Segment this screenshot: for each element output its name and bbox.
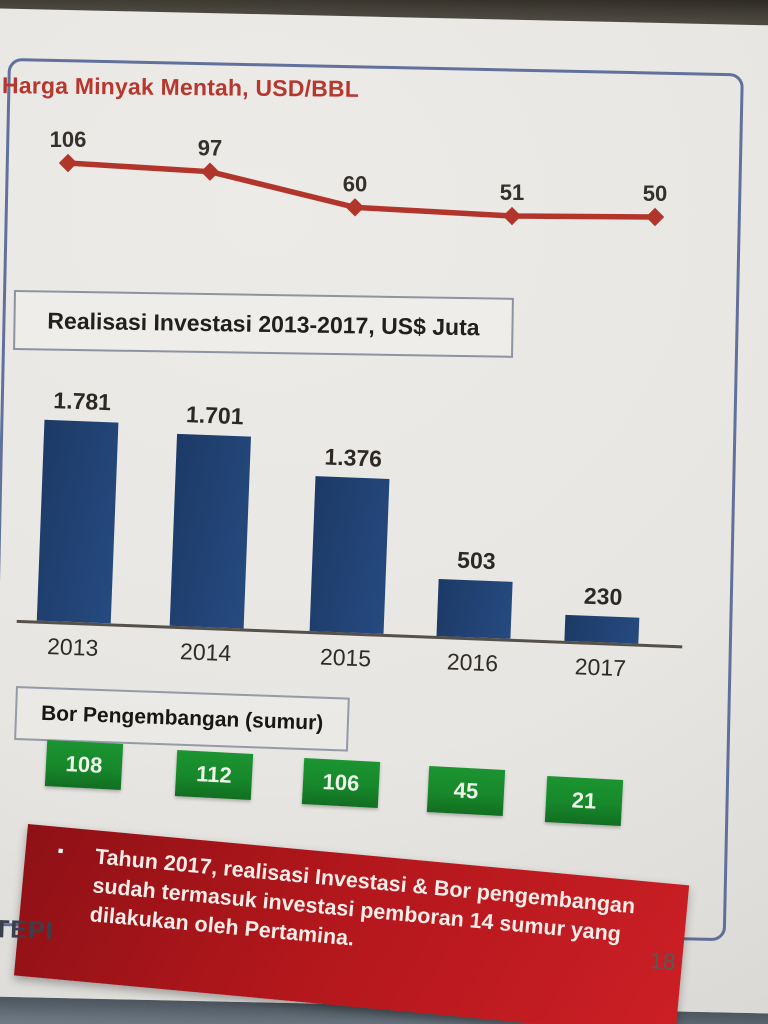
bar-year-label: 2014 — [179, 638, 232, 667]
bar-year-label: 2015 — [319, 643, 372, 672]
line-point-marker — [345, 198, 365, 217]
line-point-marker — [200, 162, 220, 181]
bar-value-label: 1.701 — [185, 401, 245, 430]
bar-value-label: 503 — [456, 546, 497, 575]
line-point-marker — [645, 207, 665, 227]
line-value-label: 97 — [198, 136, 222, 161]
bar-year-label: 2017 — [574, 653, 627, 682]
investment-chart-title-box: Realisasi Investasi 2013-2017, US$ Juta — [13, 290, 514, 358]
invest-bar-2015 — [309, 476, 390, 634]
investment-chart-title: Realisasi Investasi 2013-2017, US$ Juta — [47, 307, 480, 340]
invest-bar-2016 — [436, 578, 513, 639]
line-value-label: 60 — [343, 171, 367, 196]
line-value-label: 106 — [50, 127, 87, 152]
line-point-marker — [58, 153, 78, 173]
bar-value-label: 1.781 — [52, 387, 112, 416]
line-value-label: 50 — [643, 181, 667, 206]
bar-value-label: 1.376 — [324, 443, 383, 472]
line-value-label: 51 — [500, 180, 524, 205]
oil-price-line-chart: 106 97 60 51 50 — [50, 127, 667, 227]
line-point-marker — [502, 206, 522, 226]
bor-chart-title: Bor Pengembangan (sumur) — [40, 701, 324, 735]
bar-year-label: 2013 — [46, 633, 99, 661]
invest-bar-2017 — [564, 614, 640, 644]
footer-logo-text: TEPI — [0, 914, 55, 946]
bar-year-label: 2016 — [446, 648, 499, 677]
bar-value-label: 230 — [583, 582, 623, 611]
bullet-icon: ▪ — [56, 840, 65, 861]
invest-bar-2014 — [169, 433, 251, 629]
oil-price-chart-title: Harga Minyak Mentah, USD/BBL — [1, 72, 360, 102]
investment-bar-chart: 1.781 2013 1.701 2014 1.376 2015 503 2016 230 201… — [14, 380, 715, 718]
invest-bar-2013 — [36, 419, 119, 624]
page-number: 18 — [649, 947, 677, 975]
